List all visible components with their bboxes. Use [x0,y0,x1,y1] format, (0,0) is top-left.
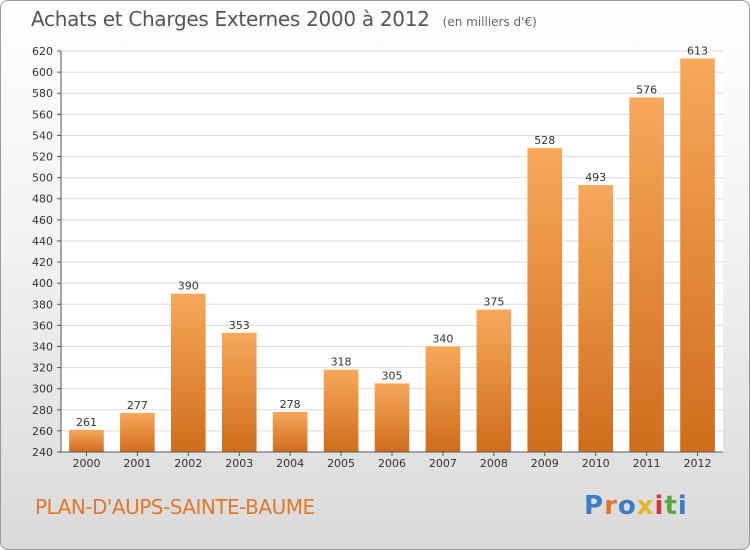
chart-subtitle: (en milliers d'€) [442,15,537,29]
bar-2001 [120,412,155,452]
bar-value-label: 278 [280,398,301,411]
bar-value-label: 340 [432,332,453,345]
x-tick-label: 2004 [276,457,304,470]
bar-value-label: 277 [127,399,148,412]
y-tick-label: 440 [32,235,53,248]
proxiti-logo[interactable]: Proxiti [584,491,688,521]
bar-2002 [170,293,206,452]
logo-letter: x [636,491,655,521]
x-tick-label: 2010 [582,457,610,470]
y-tick-label: 300 [32,383,53,396]
bar-2011 [629,97,664,452]
bar-value-label: 318 [331,356,352,369]
bar-value-label: 528 [534,134,555,147]
bar-2004 [272,411,308,452]
y-tick-label: 420 [32,256,53,269]
y-tick-label: 380 [32,298,53,311]
y-tick-label: 240 [32,446,53,459]
y-tick-label: 400 [32,277,53,290]
x-tick-label: 2009 [531,457,559,470]
bar-2008 [476,309,512,452]
bar-2006 [374,383,410,452]
y-tick-label: 520 [32,151,53,164]
logo-letter: r [604,491,618,521]
y-tick-label: 600 [32,66,53,79]
x-tick-label: 2008 [480,457,508,470]
bar-2007 [425,346,461,452]
y-tick-label: 280 [32,404,53,417]
bar-value-label: 305 [382,369,403,382]
bar-value-label: 375 [483,296,504,309]
y-tick-label: 460 [32,214,53,227]
logo-letter: i [677,491,688,521]
bar-2005 [323,369,359,452]
chart-title: Achats et Charges Externes 2000 à 2012 [31,7,430,31]
x-tick-label: 2012 [684,457,712,470]
bar-2012 [680,58,715,452]
x-tick-label: 2011 [633,457,661,470]
y-tick-label: 580 [32,87,53,100]
logo-letter: P [584,491,605,521]
y-tick-label: 620 [32,45,53,58]
x-tick-label: 2003 [225,457,253,470]
bar-value-label: 353 [229,319,250,332]
logo-letter: i [654,491,665,521]
bar-value-label: 390 [178,280,199,293]
bar-layer: 261 277 390 353 278 318 305 340 375 528 493 576 613 [69,44,715,452]
bar-value-label: 613 [687,44,708,57]
x-tick-label: 2001 [123,457,151,470]
title-row: Achats et Charges Externes 2000 à 2012 (… [31,7,537,31]
y-tick-label: 360 [32,319,53,332]
bar-2010 [578,185,614,452]
bar-2009 [527,148,563,452]
commune-name: PLAN-D'AUPS-SAINTE-BAUME [35,495,315,519]
y-tick-label: 480 [32,193,53,206]
bar-2000 [69,429,104,452]
y-tick-label: 260 [32,425,53,438]
bar-value-label: 493 [585,171,606,184]
logo-letter: t [664,491,678,521]
logo-letter: o [617,491,637,521]
x-tick-label: 2007 [429,457,457,470]
y-tick-label: 560 [32,108,53,121]
y-tick-label: 540 [32,129,53,142]
bar-2003 [221,332,257,452]
y-tick-label: 500 [32,172,53,185]
y-tick-label: 320 [32,362,53,375]
bar-value-label: 576 [636,83,657,96]
bar-value-label: 261 [76,416,97,429]
x-tick-label: 2005 [327,457,355,470]
y-tick-label: 340 [32,340,53,353]
x-tick-label: 2006 [378,457,406,470]
axis-layer: 240 260 280 300 320 340 360 380 400 420 440 460 480 5… [32,45,723,470]
x-tick-label: 2000 [72,457,100,470]
x-tick-label: 2002 [174,457,202,470]
